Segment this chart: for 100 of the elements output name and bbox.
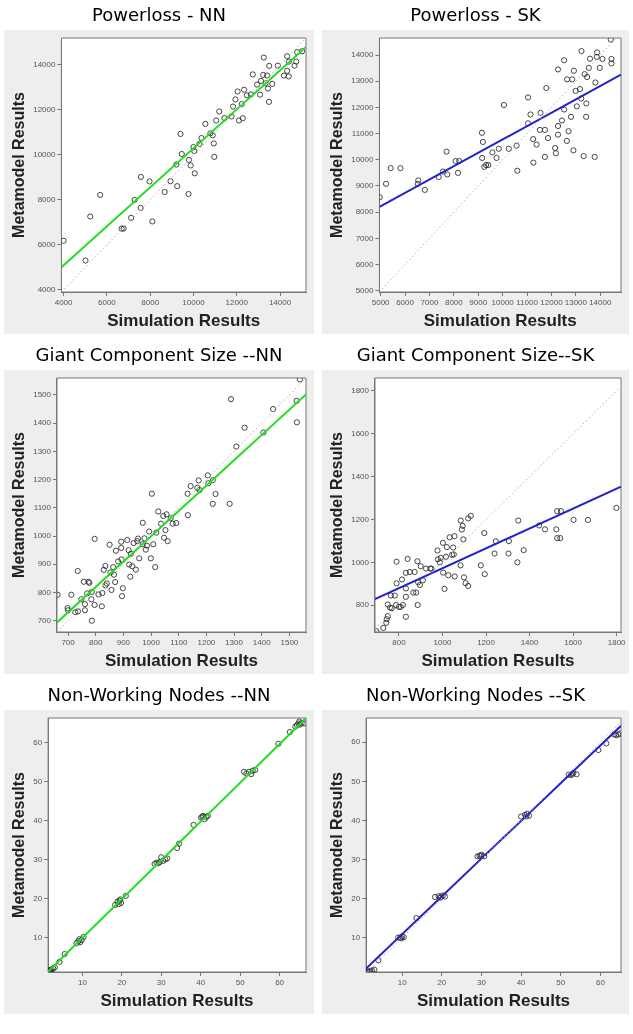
x-tick-label: 7000	[420, 298, 439, 307]
x-tick-label: 6000	[98, 298, 117, 307]
y-tick-label: 1800	[351, 386, 370, 396]
x-tick-label: 1200	[477, 638, 496, 647]
y-tick-label: 30	[33, 854, 43, 864]
x-tick-label: 14000	[589, 298, 612, 307]
x-tick-label: 13000	[564, 298, 588, 307]
y-tick-label: 5000	[355, 285, 374, 295]
chart-title: Powerloss - NN	[90, 3, 228, 27]
x-tick-label: 50	[556, 978, 566, 987]
chart-title: Powerloss - SK	[409, 3, 542, 27]
y-tick-label: 40	[33, 815, 43, 825]
y-tick-label: 1000	[351, 557, 370, 567]
x-tick-label: 60	[275, 978, 285, 987]
y-tick-label: 40	[351, 815, 361, 825]
y-tick-label: 1500	[33, 390, 52, 400]
y-tick-label: 1200	[351, 514, 370, 524]
y-tick-label: 30	[351, 854, 361, 864]
x-tick-label: 900	[116, 638, 131, 647]
x-axis-title: Simulation Results	[417, 991, 571, 1011]
x-tick-label: 10	[77, 978, 88, 987]
y-tick-label: 700	[37, 615, 52, 625]
y-tick-label: 11000	[351, 128, 374, 138]
y-tick-label: 9000	[355, 181, 374, 191]
y-tick-label: 60	[351, 737, 361, 747]
y-tick-label: 20	[33, 893, 43, 903]
x-tick-label: 10000	[491, 298, 515, 307]
y-tick-label: 1200	[33, 474, 52, 484]
x-tick-label: 14000	[268, 298, 292, 307]
x-tick-label: 20	[437, 978, 447, 987]
chart-title: Giant Component Size--SK	[355, 343, 596, 367]
y-tick-label: 1600	[351, 428, 370, 438]
x-tick-label: 1000	[142, 638, 161, 647]
x-tick-label: 800	[89, 638, 103, 647]
x-axis-title: Simulation Results	[107, 311, 261, 331]
y-tick-label: 10000	[33, 150, 56, 160]
y-tick-label: 1000	[33, 531, 52, 541]
y-tick-label: 60	[33, 737, 43, 747]
y-axis-title: Metamodel Results	[10, 91, 28, 238]
y-tick-label: 7000	[355, 233, 374, 243]
x-tick-label: 1500	[280, 638, 299, 647]
x-tick-label: 12000	[225, 298, 249, 307]
x-tick-label: 4000	[54, 298, 74, 307]
y-tick-label: 10000	[351, 154, 374, 164]
y-tick-label: 50	[33, 776, 43, 786]
x-tick-label: 5000	[371, 298, 391, 307]
x-tick-label: 30	[477, 978, 487, 987]
chart-title: Non-Working Nodes --NN	[46, 683, 272, 707]
y-axis-title: Metamodel Results	[328, 91, 346, 238]
y-axis-title: Metamodel Results	[10, 431, 28, 578]
y-tick-label: 10	[351, 932, 361, 942]
x-tick-label: 1000	[433, 638, 452, 647]
y-axis-title: Metamodel Results	[10, 771, 28, 918]
x-tick-label: 6000	[396, 298, 415, 307]
y-tick-label: 800	[355, 600, 370, 610]
y-tick-label: 10	[33, 932, 43, 942]
y-tick-label: 50	[351, 776, 361, 786]
y-tick-label: 1400	[33, 418, 52, 428]
x-tick-label: 40	[196, 978, 206, 987]
x-tick-label: 1200	[197, 638, 216, 647]
y-tick-label: 13000	[351, 76, 374, 86]
x-tick-label: 50	[235, 978, 246, 987]
y-tick-label: 6000	[37, 240, 56, 249]
x-tick-label: 1400	[252, 638, 272, 647]
x-tick-label: 800	[392, 638, 407, 647]
y-tick-label: 6000	[355, 259, 374, 269]
y-tick-label: 8000	[37, 195, 56, 205]
x-tick-label: 10000	[182, 298, 206, 307]
x-tick-label: 700	[61, 638, 76, 647]
x-tick-label: 8000	[141, 298, 160, 307]
y-tick-label: 900	[37, 559, 52, 569]
x-tick-label: 1800	[607, 638, 627, 647]
x-tick-label: 40	[516, 978, 527, 987]
x-tick-label: 60	[595, 978, 606, 987]
y-tick-label: 1300	[33, 446, 52, 456]
x-tick-label: 20	[117, 978, 127, 987]
y-tick-label: 4000	[37, 284, 56, 294]
y-tick-label: 1100	[33, 503, 52, 513]
x-tick-label: 1100	[170, 638, 188, 647]
y-tick-label: 20	[351, 893, 361, 903]
x-tick-label: 10	[397, 978, 408, 987]
x-tick-label: 1300	[225, 638, 244, 647]
chart-title: Non-Working Nodes --SK	[364, 683, 587, 707]
x-tick-label: 12000	[540, 298, 564, 307]
y-tick-label: 12000	[33, 105, 56, 115]
y-tick-label: 800	[37, 587, 52, 597]
y-tick-label: 14000	[33, 60, 56, 70]
x-tick-label: 9000	[469, 298, 488, 307]
x-axis-title: Simulation Results	[423, 311, 577, 331]
y-axis-title: Metamodel Results	[328, 431, 346, 578]
chart-title: Giant Component Size --NN	[34, 343, 284, 367]
x-axis-title: Simulation Results	[104, 651, 259, 671]
x-tick-label: 30	[156, 978, 167, 987]
x-tick-label: 1600	[564, 638, 583, 647]
y-tick-label: 1400	[351, 471, 370, 481]
y-axis-title: Metamodel Results	[328, 771, 346, 918]
y-tick-label: 8000	[355, 207, 374, 217]
x-tick-label: 11000	[516, 298, 539, 307]
y-tick-label: 14000	[351, 50, 374, 60]
x-axis-title: Simulation Results	[100, 991, 254, 1011]
